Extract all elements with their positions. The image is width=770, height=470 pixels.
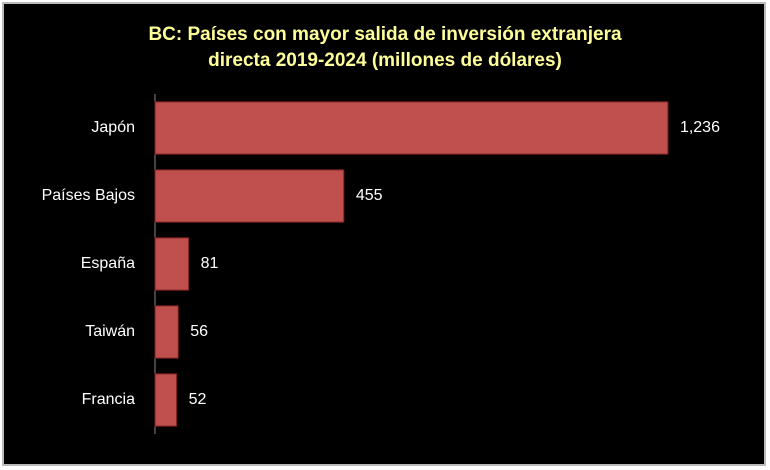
y-tick-label: Francia [82,391,135,408]
bar [154,305,179,359]
value-label: 52 [189,391,207,408]
value-label: 1,236 [680,119,720,136]
y-tick-label: Taiwán [85,323,135,340]
y-tick-label: Países Bajos [42,187,135,204]
chart-title: directa 2019-2024 (millones de dólares) [208,50,562,71]
y-tick-label: Japón [91,119,135,136]
bar [154,101,669,155]
y-tick-label: España [81,255,135,272]
value-label: 455 [356,187,383,204]
chart-title: BC: Países con mayor salida de inversión… [148,24,622,45]
chart-background [2,2,766,466]
bar [154,237,190,291]
value-label: 81 [201,255,219,272]
bar [154,373,178,427]
bar [154,169,345,223]
value-label: 56 [190,323,208,340]
